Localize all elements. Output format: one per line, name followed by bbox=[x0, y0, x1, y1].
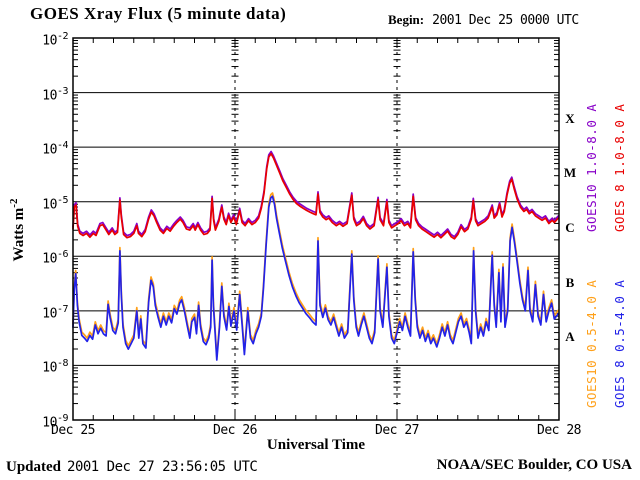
y-tick-label: 10-9 bbox=[42, 413, 68, 431]
flux-class-label-c: C bbox=[565, 220, 575, 235]
x-tick-label: Dec 27 bbox=[375, 423, 419, 438]
flux-class-label-m: M bbox=[563, 165, 577, 181]
organization-credit: NOAA/SEC Boulder, CO USA bbox=[436, 457, 632, 473]
flux-class-label-a: A bbox=[565, 329, 575, 345]
y-tick-label: 10-2 bbox=[42, 31, 68, 49]
legend-goes10-1-0-8-0-a: GOES10 1.0-8.0 A bbox=[584, 103, 599, 233]
y-tick-label: 10-8 bbox=[42, 358, 68, 376]
updated-value: 2001 Dec 27 23:56:05 UTC bbox=[67, 459, 258, 475]
y-tick-label: 10-7 bbox=[42, 303, 68, 322]
series-goes-8-0-5-4-0-a bbox=[72, 195, 560, 361]
flux-class-label-x: X bbox=[565, 110, 575, 126]
x-axis-title: Universal Time bbox=[266, 437, 366, 453]
y-tick-label: 10-3 bbox=[42, 85, 68, 103]
legend-goes-8-0-5-4-0-a: GOES 8 0.5-4.0 A bbox=[612, 279, 627, 409]
updated-label: Updated bbox=[6, 459, 62, 475]
x-tick-label: Dec 26 bbox=[213, 423, 257, 438]
y-axis-title: Watts m-2 bbox=[8, 198, 27, 262]
chart-frame bbox=[72, 37, 560, 421]
page-title: GOES Xray Flux (5 minute data) bbox=[30, 4, 287, 23]
begin-value: 2001 Dec 25 0000 UTC bbox=[432, 13, 579, 28]
y-tick-label: 10-4 bbox=[42, 140, 68, 158]
updated-timestamp: Updated 2001 Dec 27 23:56:05 UTC bbox=[6, 457, 258, 476]
legend-goes10-0-5-4-0-a: GOES10 0.5-4.0 A bbox=[584, 279, 599, 409]
x-tick-label: Dec 25 bbox=[51, 423, 95, 438]
series-goes10-1-0-8-0-a bbox=[72, 150, 560, 238]
flux-class-label-b: B bbox=[565, 274, 575, 290]
x-tick-label: Dec 28 bbox=[537, 423, 581, 438]
series-goes-8-1-0-8-0-a bbox=[72, 152, 560, 240]
begin-label: Begin: bbox=[388, 12, 425, 27]
y-tick-label: 10-5 bbox=[42, 194, 68, 213]
begin-time: Begin: 2001 Dec 25 0000 UTC bbox=[388, 12, 579, 28]
legend-goes-8-1-0-8-0-a: GOES 8 1.0-8.0 A bbox=[612, 103, 627, 233]
y-tick-label: 10-6 bbox=[42, 249, 68, 267]
